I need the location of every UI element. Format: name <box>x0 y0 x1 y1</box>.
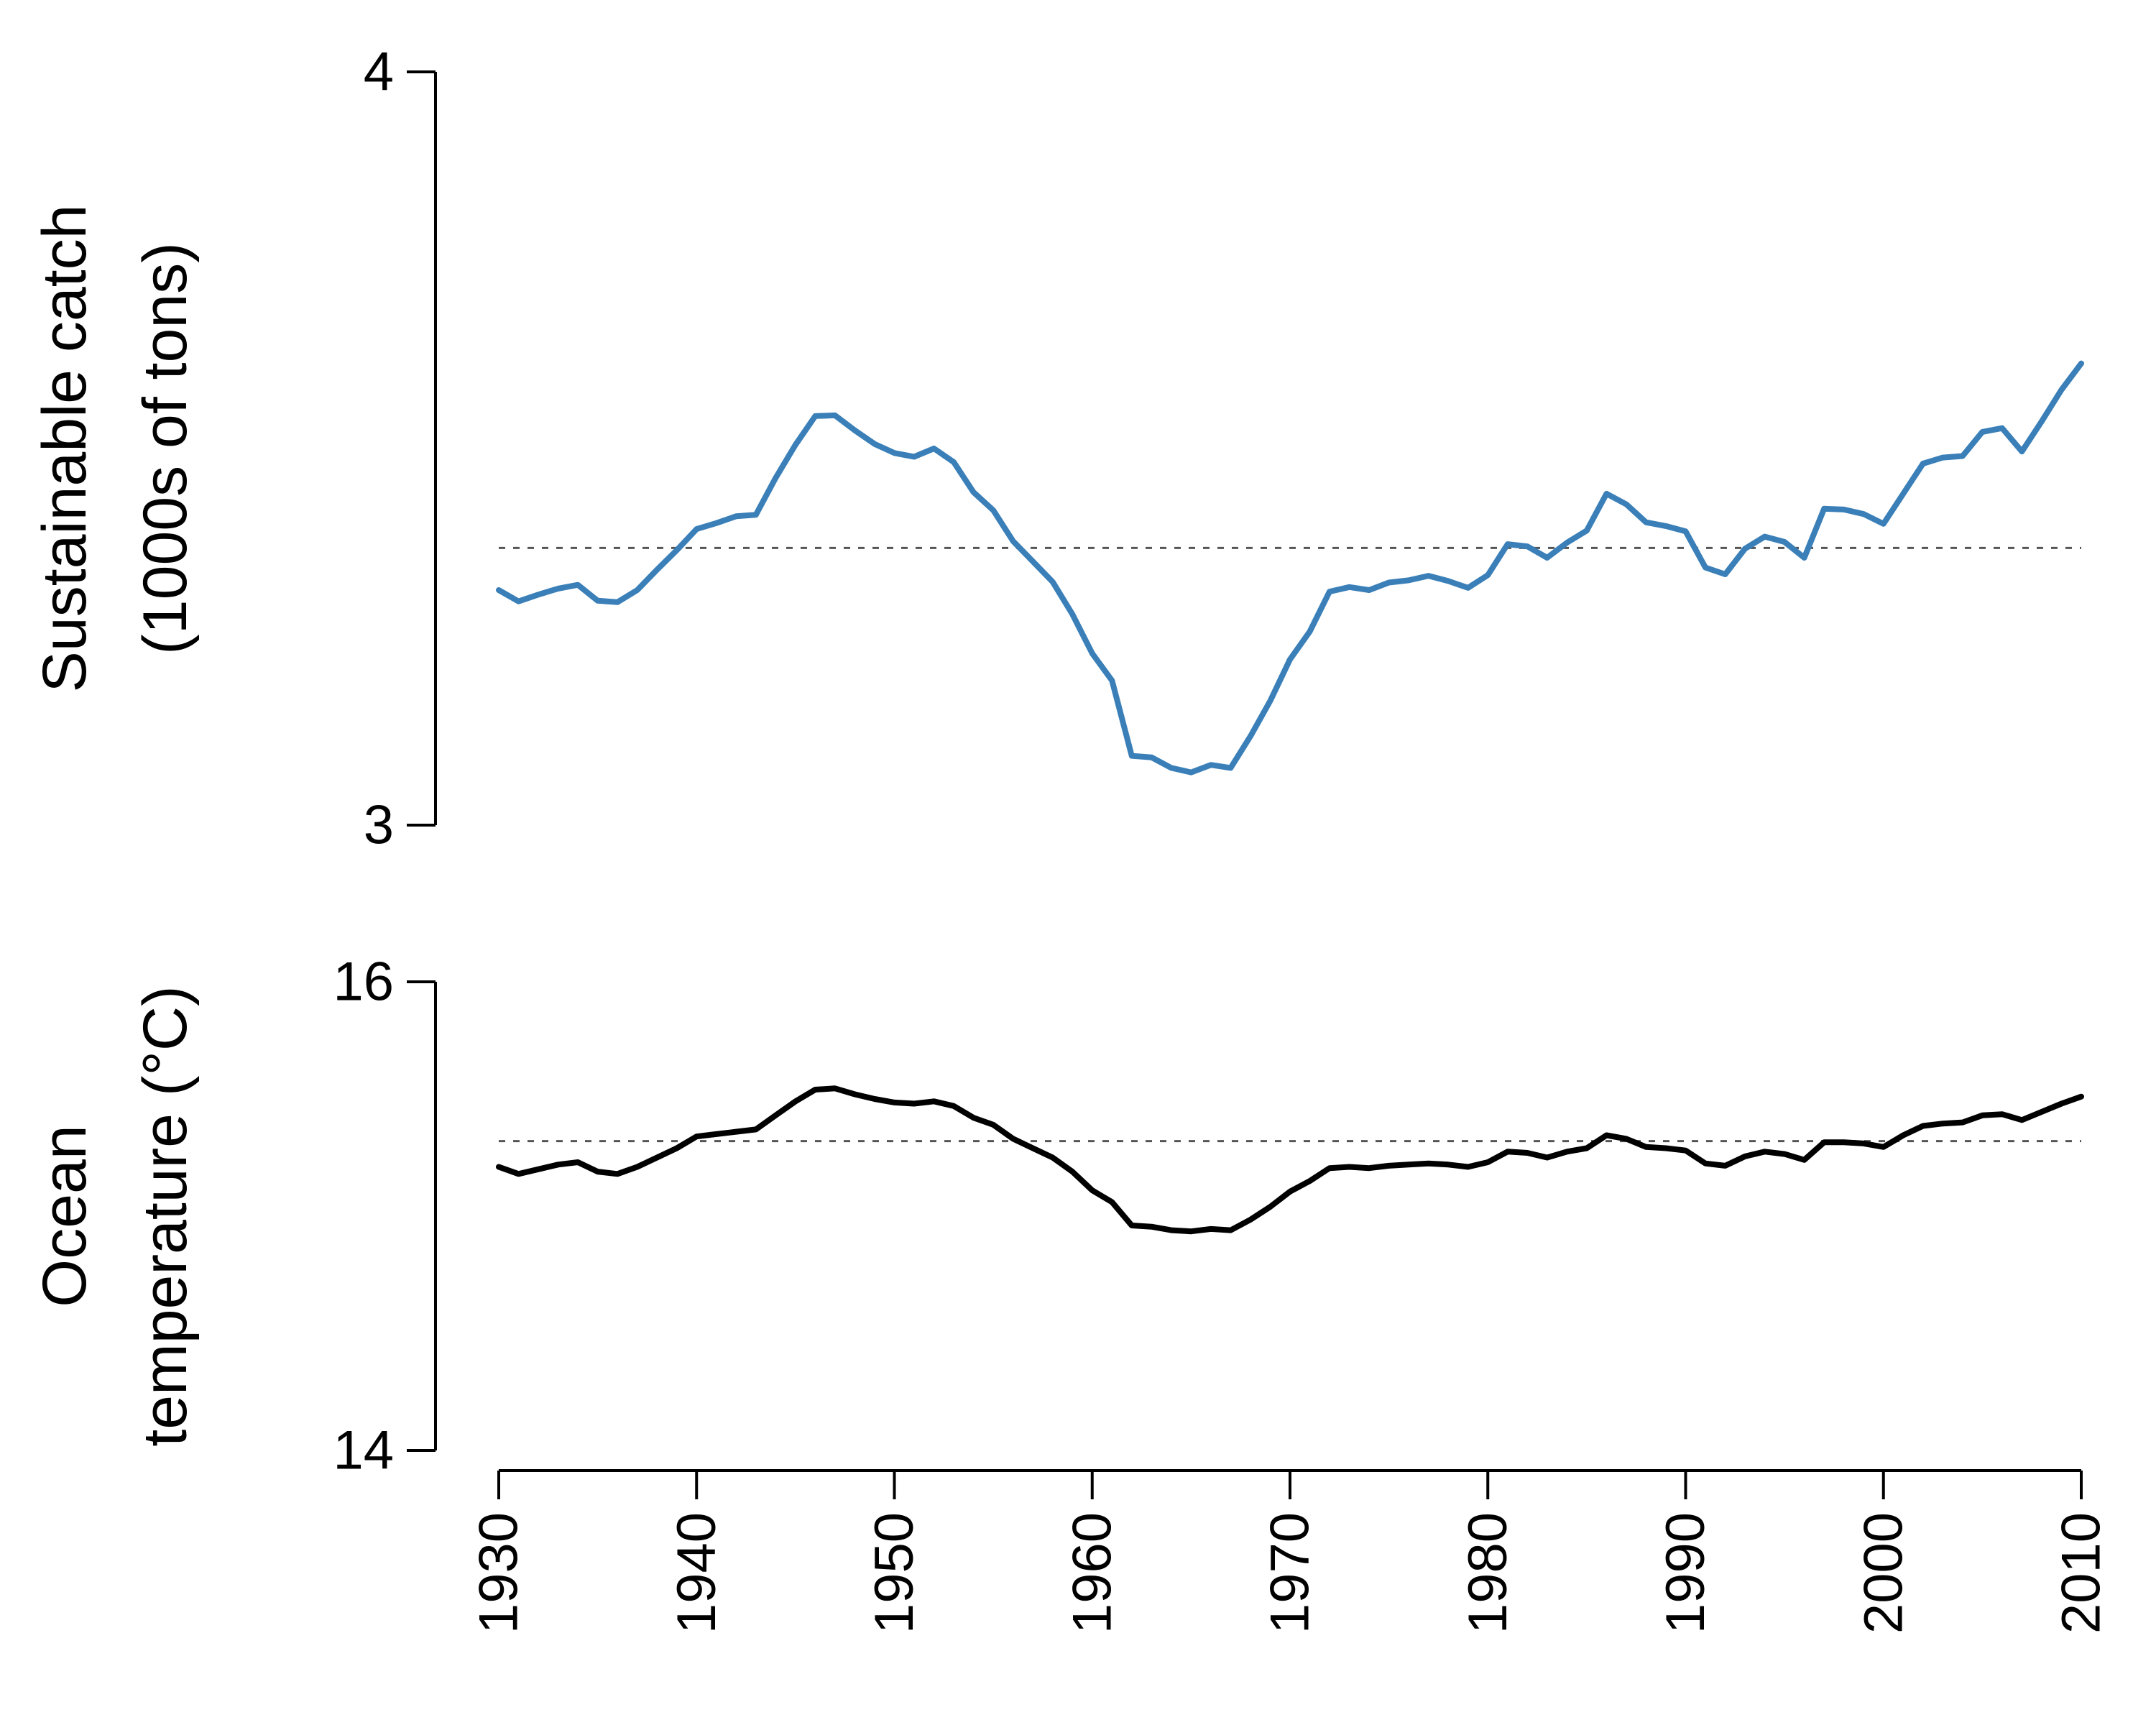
catch-y-axis-title-line: (1000s of tons) <box>131 242 200 655</box>
x-tick-label: 1980 <box>1457 1512 1519 1634</box>
temp-y-axis-title-line: temperature (°C) <box>131 985 200 1446</box>
x-tick-label: 1960 <box>1061 1512 1123 1634</box>
x-axis: 1930 1940 1950 1960 1970 1980 1990 2000 2010 <box>469 1469 2112 1634</box>
temp-y-tick-label: 14 <box>333 1420 394 1481</box>
temp-series-line <box>496 1085 2084 1235</box>
x-tick-label: 2010 <box>2051 1512 2112 1634</box>
catch-series-line <box>496 360 2084 776</box>
catch-panel: 3 4 Sustainable catch (1000s of tons) <box>30 42 2084 856</box>
catch-y-tick-label: 3 <box>364 795 394 856</box>
catch-y-tick-label: 4 <box>364 42 394 103</box>
x-tick-label: 1950 <box>864 1512 925 1634</box>
temperature-panel: 14 16 Ocean temperature (°C) <box>30 952 2084 1481</box>
x-tick-label: 1970 <box>1260 1512 1321 1634</box>
temp-y-tick-label: 16 <box>333 952 394 1013</box>
temp-y-axis-title-line: Ocean <box>30 1125 99 1307</box>
catch-y-axis-title-line: Sustainable catch <box>30 205 99 693</box>
x-tick-label: 2000 <box>1853 1512 1914 1634</box>
x-tick-label: 1930 <box>469 1512 530 1634</box>
x-tick-label: 1990 <box>1655 1512 1716 1634</box>
x-tick-label: 1940 <box>666 1512 727 1634</box>
